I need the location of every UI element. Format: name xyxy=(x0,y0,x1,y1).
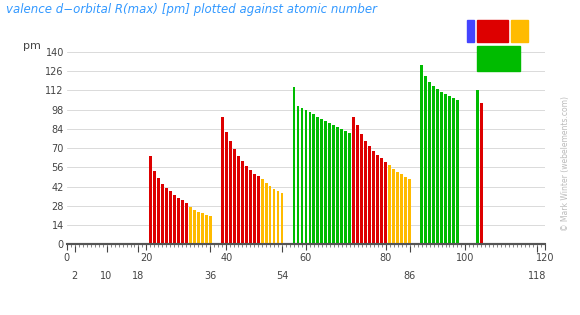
Bar xyxy=(313,114,316,244)
Bar xyxy=(353,117,355,244)
Bar xyxy=(189,207,192,244)
Bar xyxy=(277,191,280,244)
Text: © Mark Winter (webelements.com): © Mark Winter (webelements.com) xyxy=(561,96,570,231)
Bar xyxy=(177,198,180,244)
Bar xyxy=(281,193,284,244)
Bar xyxy=(400,174,403,244)
Bar xyxy=(380,158,383,244)
Bar xyxy=(149,156,152,244)
Bar xyxy=(428,82,431,244)
Bar xyxy=(269,186,271,244)
Bar xyxy=(456,100,459,244)
Bar xyxy=(356,125,359,244)
Bar xyxy=(197,212,200,244)
Bar xyxy=(309,112,311,244)
Bar xyxy=(173,195,176,244)
Bar xyxy=(340,129,343,244)
Bar xyxy=(452,98,455,244)
Bar xyxy=(161,184,164,244)
Bar xyxy=(225,132,227,244)
Bar xyxy=(257,176,259,244)
Bar xyxy=(304,110,307,244)
Bar xyxy=(328,123,331,244)
Bar xyxy=(408,179,411,244)
Bar xyxy=(476,90,479,244)
Bar xyxy=(480,103,483,244)
Bar xyxy=(181,200,184,244)
Bar xyxy=(193,210,195,244)
Bar xyxy=(245,166,248,244)
Bar xyxy=(229,140,231,244)
Bar xyxy=(185,203,188,244)
Bar xyxy=(296,106,299,244)
Bar xyxy=(436,89,439,244)
Bar xyxy=(249,170,252,244)
Bar xyxy=(372,151,375,244)
Bar xyxy=(396,172,399,244)
Bar xyxy=(364,140,367,244)
Bar xyxy=(300,108,303,244)
Bar xyxy=(321,118,323,244)
Bar xyxy=(385,162,387,244)
Bar xyxy=(221,117,224,244)
Bar xyxy=(264,183,267,244)
Bar xyxy=(273,189,275,244)
Bar xyxy=(205,215,208,244)
Bar xyxy=(388,165,391,244)
Bar xyxy=(440,92,443,244)
Text: valence d−orbital R(max) [pm] plotted against atomic number: valence d−orbital R(max) [pm] plotted ag… xyxy=(6,3,377,16)
Bar xyxy=(448,96,451,244)
Bar xyxy=(201,213,204,244)
Bar xyxy=(332,125,335,244)
Bar xyxy=(349,133,351,244)
Bar xyxy=(209,216,212,244)
Bar xyxy=(292,87,295,244)
Bar xyxy=(420,65,423,244)
Bar xyxy=(404,177,407,244)
Bar xyxy=(169,192,172,244)
Bar xyxy=(260,179,263,244)
Bar xyxy=(336,127,339,244)
Bar xyxy=(432,86,435,244)
Bar xyxy=(376,155,379,244)
Bar xyxy=(392,169,395,244)
Bar xyxy=(157,178,160,244)
Bar xyxy=(444,94,447,244)
Bar xyxy=(253,174,256,244)
Bar xyxy=(165,188,168,244)
Bar xyxy=(237,156,240,244)
Bar xyxy=(360,134,363,244)
Bar xyxy=(233,149,235,244)
Text: pm: pm xyxy=(23,41,41,51)
Bar xyxy=(368,146,371,244)
Bar xyxy=(153,171,156,244)
Bar xyxy=(424,76,427,244)
Bar xyxy=(345,131,347,244)
Bar xyxy=(324,121,327,244)
Bar xyxy=(317,117,320,244)
Bar xyxy=(241,161,244,244)
